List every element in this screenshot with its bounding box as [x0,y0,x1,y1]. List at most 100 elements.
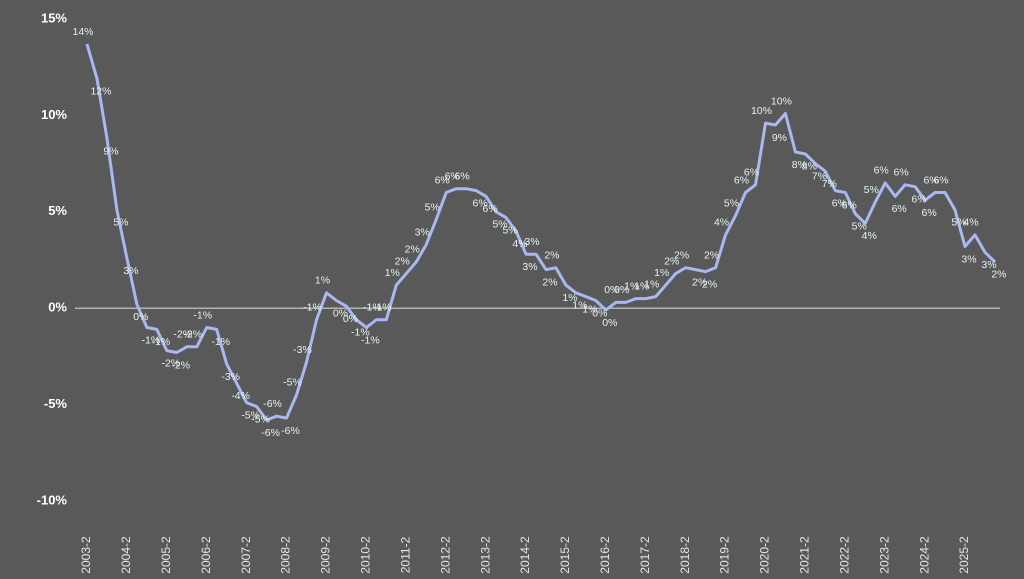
data-label: 6% [744,167,759,179]
data-label: 2% [395,255,410,267]
data-label: 2% [542,276,557,288]
data-label: 8% [792,159,807,171]
data-label: 0% [133,311,148,323]
data-label: 12% [90,86,111,98]
data-label: 5% [864,184,879,196]
data-label: 3% [123,265,138,277]
data-label: 6% [874,165,889,177]
data-label: 3% [415,226,430,238]
data-label: 0% [614,284,629,296]
x-tick-label: 2005-2 [159,536,173,574]
x-tick-label: 2009-2 [319,536,333,574]
data-label: -5% [251,413,270,425]
data-label: 9% [772,132,787,144]
data-label: -1% [361,334,380,346]
data-label: 6% [734,174,749,186]
data-label: 1% [562,292,577,304]
data-label: -2% [171,359,190,371]
data-label: -4% [231,390,250,402]
x-tick-label: 2020-2 [758,536,772,574]
data-label: 6% [445,170,460,182]
data-label: 0% [343,313,358,325]
data-label: 5% [724,197,739,209]
x-tick-label: 2014-2 [518,536,532,574]
data-label: 1% [385,267,400,279]
x-tick-label: 2025-2 [957,536,971,574]
data-label: 10% [751,105,772,117]
x-tick-label: 2018-2 [678,536,692,574]
x-tick-label: 2022-2 [837,536,851,574]
data-label: 8% [802,161,817,173]
data-label: 2% [544,249,559,261]
x-tick-label: 2008-2 [279,536,293,574]
data-label: 3% [522,261,537,273]
x-tick-label: 2011-2 [398,536,412,573]
data-label: 2% [991,269,1006,281]
data-label: -1% [151,336,170,348]
data-label: -5% [241,409,260,421]
data-label: 6% [832,197,847,209]
data-label: 4% [714,217,729,229]
data-label: -1% [211,336,230,348]
data-label: -6% [281,425,300,437]
data-label: 6% [473,197,488,209]
data-label: 6% [912,194,927,206]
data-label: -6% [263,398,282,410]
data-label: 0% [592,307,607,319]
x-tick-label: 2013-2 [478,536,492,574]
data-label: 1% [582,303,597,315]
data-label: 14% [72,26,93,38]
data-label: 0% [602,317,617,329]
data-label: -1% [351,327,370,339]
data-label: -1% [373,302,392,314]
data-label: 5% [502,224,517,236]
y-tick-label: -10% [37,492,68,507]
x-tick-label: 2015-2 [558,536,572,574]
data-label: -2% [161,357,180,369]
y-tick-label: -5% [44,396,68,411]
data-label: 4% [512,238,527,250]
data-label: 5% [113,217,128,229]
data-label: 5% [951,217,966,229]
y-tick-label: 0% [48,300,67,315]
data-label: -3% [221,371,240,383]
x-tick-label: 2010-2 [359,536,373,574]
data-label: 2% [702,278,717,290]
data-label: 1% [624,280,639,292]
data-label: 2% [704,249,719,261]
data-label: 1% [572,300,587,312]
data-label: 3% [961,253,976,265]
y-tick-label: 10% [41,107,67,122]
x-tick-label: 2021-2 [798,536,812,574]
data-label: -2% [173,329,192,341]
data-label: 6% [933,174,948,186]
x-tick-label: 2012-2 [438,536,452,574]
data-label: 6% [923,174,938,186]
data-label: 9% [103,145,118,157]
data-label: -1% [142,334,161,346]
y-tick-label: 5% [48,203,67,218]
data-label: -5% [283,377,302,389]
data-label: 3% [524,236,539,248]
data-label: -1% [303,302,322,314]
data-label: 3% [981,259,996,271]
x-tick-label: 2006-2 [199,536,213,574]
x-tick-label: 2024-2 [917,536,931,574]
data-label: -3% [293,344,312,356]
data-label: 5% [425,201,440,213]
x-tick-label: 2007-2 [239,536,253,574]
data-label: 1% [634,280,649,292]
data-label: 7% [812,170,827,182]
data-label: 6% [892,203,907,215]
data-label: -1% [193,309,212,321]
data-label: 6% [455,170,470,182]
data-label: 4% [862,230,877,242]
data-label: 2% [692,276,707,288]
data-label: -6% [261,427,280,439]
x-tick-label: 2023-2 [877,536,891,574]
x-tick-label: 2016-2 [598,536,612,574]
x-tick-label: 2003-2 [79,536,93,574]
data-label: 2% [405,244,420,256]
data-label: 7% [822,178,837,190]
data-label: 6% [435,174,450,186]
